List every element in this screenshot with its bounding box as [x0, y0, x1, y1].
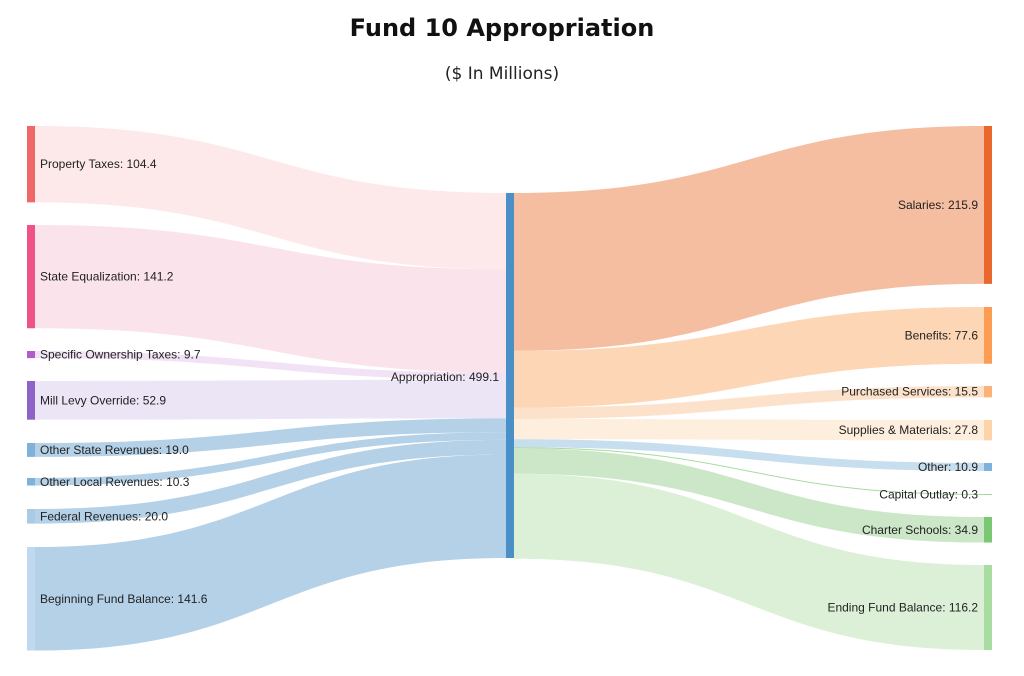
- node-other: [984, 463, 992, 471]
- link-other-local-revenues: [35, 432, 506, 486]
- node-label-other-state-revenues: Other State Revenues: 19.0: [40, 443, 189, 457]
- node-state-equalization: [27, 225, 35, 329]
- node-label-other-local-revenues: Other Local Revenues: 10.3: [40, 475, 190, 489]
- chart-subtitle: ($ In Millions): [444, 64, 560, 84]
- node-supplies-materials: [984, 420, 992, 441]
- node-other-state-revenues: [27, 443, 35, 457]
- link-federal-revenues: [35, 439, 506, 524]
- node-beginning-fund-balance: [27, 547, 35, 651]
- link-state-equalization: [35, 225, 506, 373]
- node-label-property-taxes: Property Taxes: 104.4: [40, 157, 157, 171]
- link-supplies-materials: [514, 418, 984, 441]
- node-label-other: Other: 10.9: [918, 460, 978, 474]
- node-mill-levy-override: [27, 381, 35, 420]
- node-label-charter-schools: Charter Schools: 34.9: [862, 523, 978, 537]
- link-beginning-fund-balance: [35, 454, 506, 651]
- link-charter-schools: [514, 448, 984, 543]
- node-label-benefits: Benefits: 77.6: [905, 328, 979, 342]
- node-label-appropriation: Appropriation: 499.1: [391, 370, 499, 384]
- node-label-supplies-materials: Supplies & Materials: 27.8: [839, 423, 979, 437]
- node-label-beginning-fund-balance: Beginning Fund Balance: 141.6: [40, 592, 208, 606]
- node-salaries: [984, 126, 992, 284]
- link-other: [514, 439, 984, 471]
- node-charter-schools: [984, 517, 992, 543]
- link-specific-ownership-taxes: [35, 351, 506, 380]
- node-label-purchased-services: Purchased Services: 15.5: [841, 385, 978, 399]
- link-salaries: [514, 126, 984, 351]
- node-label-state-equalization: State Equalization: 141.2: [40, 270, 174, 284]
- node-property-taxes: [27, 126, 35, 203]
- node-purchased-services: [984, 386, 992, 398]
- link-purchased-services: [514, 386, 984, 419]
- node-other-local-revenues: [27, 478, 35, 486]
- node-specific-ownership-taxes: [27, 351, 35, 359]
- link-ending-fund-balance: [514, 473, 984, 650]
- link-benefits: [514, 307, 984, 408]
- node-label-mill-levy-override: Mill Levy Override: 52.9: [40, 393, 166, 407]
- link-other-state-revenues: [35, 418, 506, 457]
- link-capital-outlay: [514, 447, 984, 495]
- node-benefits: [984, 307, 992, 364]
- link-mill-levy-override: [35, 379, 506, 420]
- link-property-taxes: [35, 126, 506, 270]
- node-label-specific-ownership-taxes: Specific Ownership Taxes: 9.7: [40, 348, 201, 362]
- node-label-ending-fund-balance: Ending Fund Balance: 116.2: [827, 600, 978, 614]
- node-ending-fund-balance: [984, 565, 992, 650]
- node-label-salaries: Salaries: 215.9: [898, 198, 978, 212]
- node-federal-revenues: [27, 509, 35, 524]
- chart-title: Fund 10 Appropriation: [349, 14, 655, 42]
- node-capital-outlay: [984, 494, 992, 495]
- node-label-capital-outlay: Capital Outlay: 0.3: [879, 488, 978, 502]
- node-appropriation: [506, 193, 514, 558]
- node-label-federal-revenues: Federal Revenues: 20.0: [40, 509, 168, 523]
